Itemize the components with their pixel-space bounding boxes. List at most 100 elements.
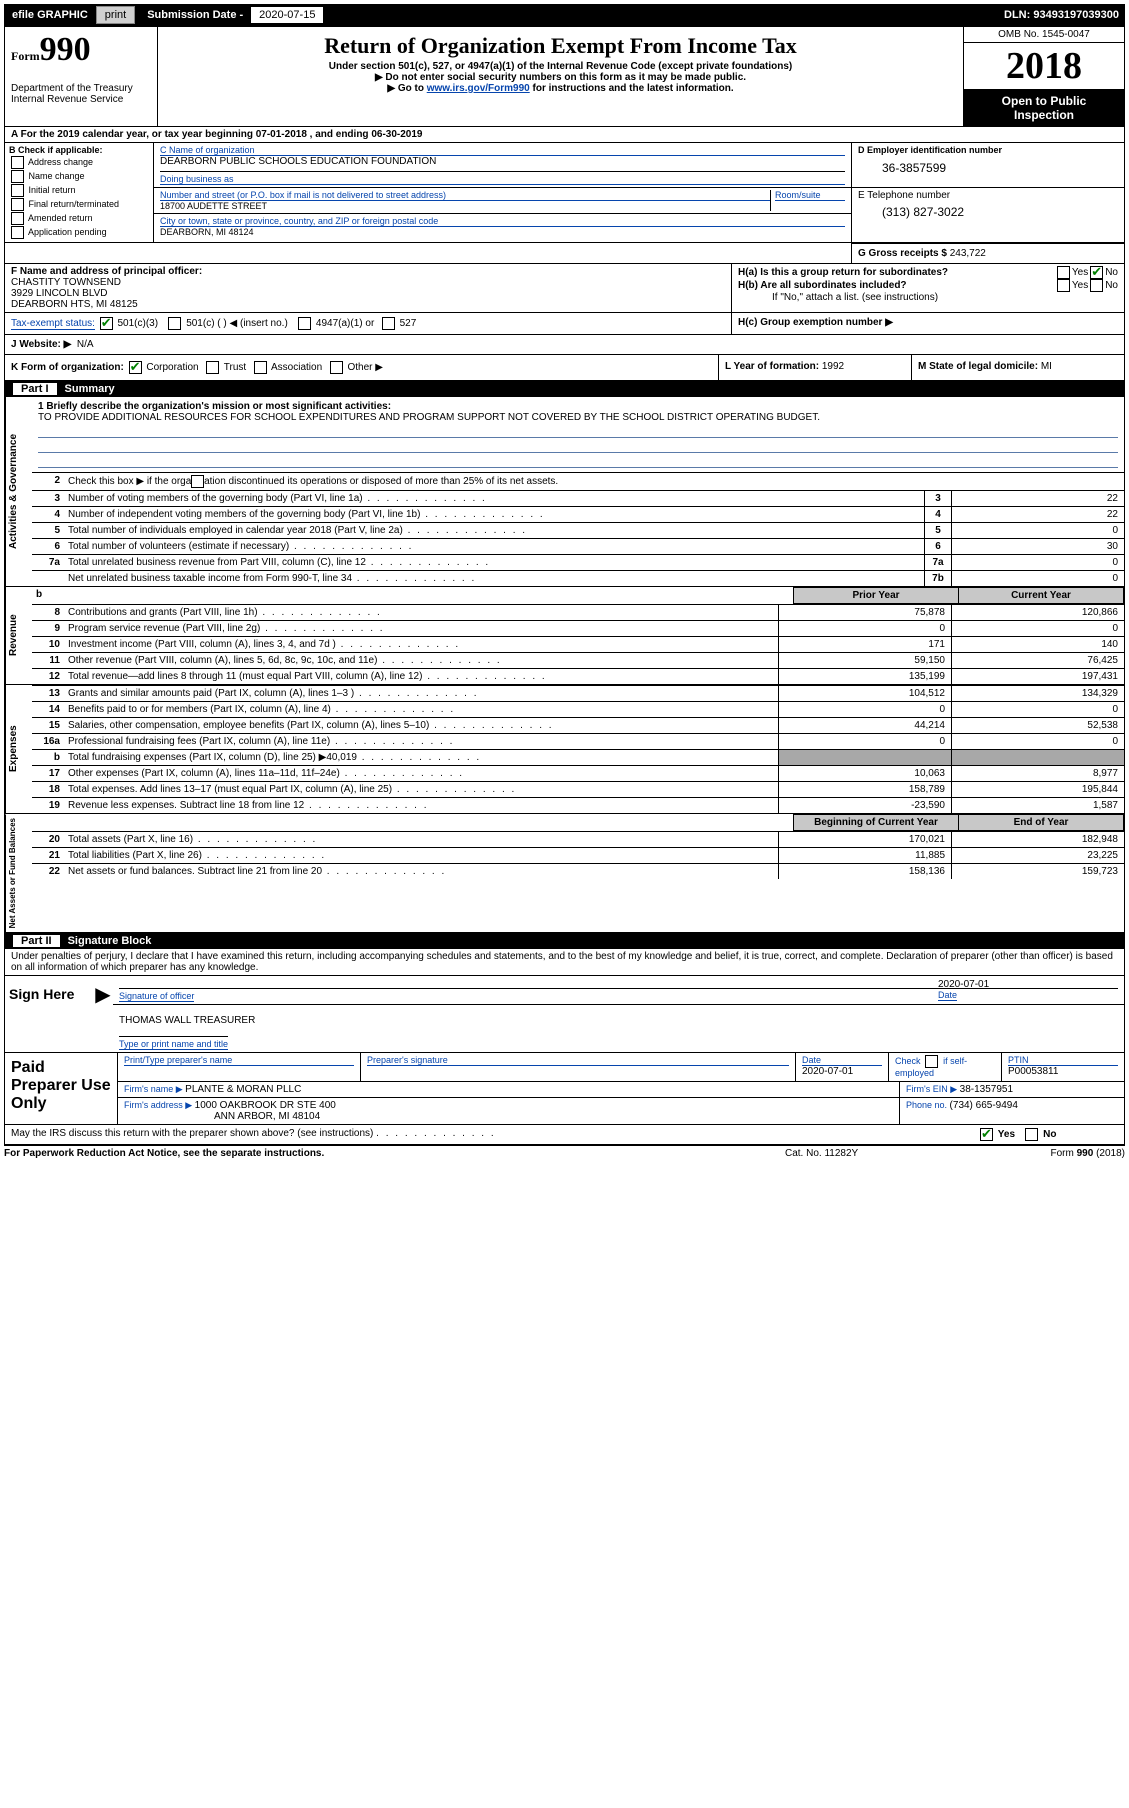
te-501c[interactable]: [168, 317, 181, 330]
line-m: M State of legal domicile: MI: [911, 355, 1124, 380]
section-e: E Telephone number (313) 827-3022: [852, 188, 1124, 242]
mission-label: 1 Briefly describe the organization's mi…: [38, 401, 1118, 412]
table-row: 16a Professional fundraising fees (Part …: [32, 733, 1124, 749]
footer-form: 990: [1077, 1148, 1094, 1159]
page-footer: For Paperwork Reduction Act Notice, see …: [4, 1146, 1125, 1161]
sig-officer-label: Signature of officer: [119, 991, 194, 1002]
form-title: Return of Organization Exempt From Incom…: [168, 33, 953, 59]
line-l: L Year of formation: 1992: [718, 355, 911, 380]
prep-sig-label: Preparer's signature: [367, 1055, 789, 1066]
chk-amended[interactable]: Amended return: [9, 212, 149, 225]
table-row: 8 Contributions and grants (Part VIII, l…: [32, 604, 1124, 620]
k-label: K Form of organization:: [11, 362, 124, 373]
f-label: F Name and address of principal officer:: [11, 266, 725, 277]
hb-yes[interactable]: [1057, 279, 1070, 292]
te-4947[interactable]: [298, 317, 311, 330]
table-row: 19 Revenue less expenses. Subtract line …: [32, 797, 1124, 813]
chk-initial-return[interactable]: Initial return: [9, 184, 149, 197]
mission-block: 1 Briefly describe the organization's mi…: [32, 397, 1124, 472]
k-corp[interactable]: [129, 361, 142, 374]
e-label: E Telephone number: [858, 190, 1118, 201]
firm-phone: (734) 665-9494: [950, 1100, 1018, 1111]
ptin-label: PTIN: [1008, 1055, 1118, 1066]
header-right-block: OMB No. 1545-0047 2018 Open to Public In…: [963, 27, 1124, 126]
org-name: DEARBORN PUBLIC SCHOOLS EDUCATION FOUNDA…: [160, 156, 845, 167]
k-assoc[interactable]: [254, 361, 267, 374]
chk-final-return[interactable]: Final return/terminated: [9, 198, 149, 211]
section-c-name: C Name of organization DEARBORN PUBLIC S…: [154, 143, 852, 187]
chk-name-change[interactable]: Name change: [9, 170, 149, 183]
k-other[interactable]: [330, 361, 343, 374]
ha-label: H(a) Is this a group return for subordin…: [738, 267, 948, 278]
firm-addr-label: Firm's address ▶: [124, 1100, 195, 1110]
chk-pending[interactable]: Application pending: [9, 226, 149, 239]
firm-addr1: 1000 OAKBROOK DR STE 400: [195, 1100, 336, 1111]
ha-no[interactable]: [1090, 266, 1103, 279]
chk-address-change[interactable]: Address change: [9, 156, 149, 169]
form-container: Form990 Department of the Treasury Inter…: [4, 26, 1125, 1146]
part2-tab: Part II: [13, 935, 60, 947]
table-row: 10 Investment income (Part VIII, column …: [32, 636, 1124, 652]
hb-label: H(b) Are all subordinates included?: [738, 280, 907, 291]
vert-netassets: Net Assets or Fund Balances: [5, 814, 32, 932]
table-row: 20 Total assets (Part X, line 16) 170,02…: [32, 831, 1124, 847]
otp-line1: Open to Public: [968, 94, 1120, 108]
print-button[interactable]: print: [96, 6, 135, 24]
part2-title: Signature Block: [68, 935, 152, 947]
firm-name-label: Firm's name ▶: [124, 1084, 185, 1094]
dept-treasury: Department of the Treasury Internal Reve…: [11, 83, 151, 105]
table-row: 22 Net assets or fund balances. Subtract…: [32, 863, 1124, 879]
header-sub2: ▶ Do not enter social security numbers o…: [168, 72, 953, 83]
part1-tab: Part I: [13, 383, 57, 395]
table-row: 14 Benefits paid to or for members (Part…: [32, 701, 1124, 717]
ha-yes[interactable]: [1057, 266, 1070, 279]
phone-value: (313) 827-3022: [858, 201, 1118, 219]
table-row: 11 Other revenue (Part VIII, column (A),…: [32, 652, 1124, 668]
te-527[interactable]: [382, 317, 395, 330]
firm-name: PLANTE & MORAN PLLC: [185, 1084, 301, 1095]
discuss-no[interactable]: [1025, 1128, 1038, 1141]
top-toolbar: efile GRAPHIC print Submission Date - 20…: [4, 4, 1125, 26]
header-sub1: Under section 501(c), 527, or 4947(a)(1)…: [168, 61, 953, 72]
table-row: 13 Grants and similar amounts paid (Part…: [32, 685, 1124, 701]
k-trust[interactable]: [206, 361, 219, 374]
sig-date-label: Date: [938, 990, 957, 1001]
table-row: Net unrelated business taxable income fr…: [32, 570, 1124, 586]
vert-governance: Activities & Governance: [5, 397, 32, 586]
penalties-text: Under penalties of perjury, I declare th…: [5, 949, 1124, 976]
table-row: 4 Number of independent voting members o…: [32, 506, 1124, 522]
firm-ein: 38-1357951: [960, 1084, 1013, 1095]
tax-exempt-status: Tax-exempt status: 501(c)(3) 501(c) ( ) …: [5, 313, 732, 334]
prep-date-label: Date: [802, 1055, 882, 1066]
table-row: 12 Total revenue—add lines 8 through 11 …: [32, 668, 1124, 684]
l-label: L Year of formation:: [725, 361, 822, 372]
website-value: N/A: [77, 339, 94, 350]
discuss-yes[interactable]: [980, 1128, 993, 1141]
omb-number: OMB No. 1545-0047: [964, 27, 1124, 43]
part1-header: Part I Summary: [5, 381, 1124, 397]
line2-checkbox[interactable]: [191, 475, 204, 488]
line-j: J Website: ▶ N/A: [5, 335, 1124, 355]
vert-expenses: Expenses: [5, 685, 32, 813]
room-label: Room/suite: [775, 190, 845, 201]
header-title-block: Return of Organization Exempt From Incom…: [158, 27, 963, 126]
footer-cat: Cat. No. 11282Y: [785, 1148, 965, 1159]
irs-link[interactable]: www.irs.gov/Form990: [427, 83, 530, 94]
dba-label: Doing business as: [160, 174, 845, 185]
col-prior-year: Prior Year: [793, 587, 958, 604]
sign-arrow-icon: ▶: [93, 976, 113, 1052]
line-k: K Form of organization: Corporation Trus…: [5, 355, 718, 380]
te-501c3[interactable]: [100, 317, 113, 330]
gross-receipts: 243,722: [950, 248, 986, 259]
city-label: City or town, state or province, country…: [160, 216, 845, 227]
officer-name: CHASTITY TOWNSEND: [11, 277, 725, 288]
firm-addr2: ANN ARBOR, MI 48104: [124, 1111, 893, 1122]
part1-title: Summary: [65, 383, 115, 395]
line-a: A For the 2019 calendar year, or tax yea…: [5, 127, 1124, 143]
sig-date: 2020-07-01: [938, 979, 1118, 990]
domicile-state: MI: [1041, 361, 1052, 372]
form-word: Form: [11, 49, 40, 63]
hb-no[interactable]: [1090, 279, 1103, 292]
col-current-year: Current Year: [958, 587, 1124, 604]
self-employed-checkbox[interactable]: [925, 1055, 938, 1068]
